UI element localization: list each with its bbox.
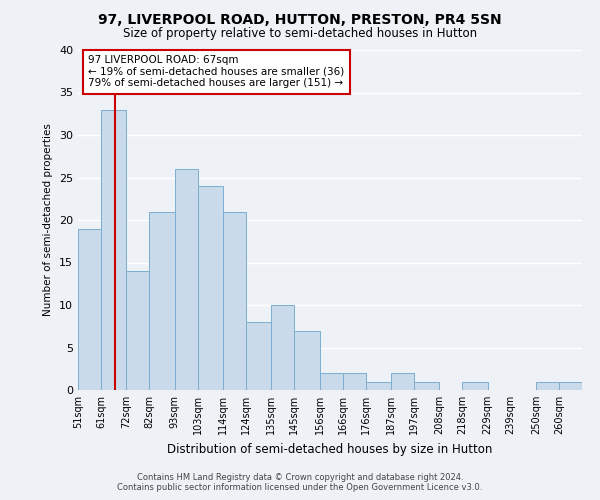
- Bar: [271, 305, 295, 390]
- Y-axis label: Number of semi-detached properties: Number of semi-detached properties: [43, 124, 53, 316]
- Bar: [391, 373, 414, 390]
- Bar: [101, 110, 127, 390]
- X-axis label: Distribution of semi-detached houses by size in Hutton: Distribution of semi-detached houses by …: [167, 442, 493, 456]
- Bar: [223, 212, 246, 390]
- Bar: [175, 169, 197, 390]
- Text: 97 LIVERPOOL ROAD: 67sqm
← 19% of semi-detached houses are smaller (36)
79% of s: 97 LIVERPOOL ROAD: 67sqm ← 19% of semi-d…: [88, 55, 344, 88]
- Bar: [414, 382, 439, 390]
- Bar: [149, 212, 175, 390]
- Text: 97, LIVERPOOL ROAD, HUTTON, PRESTON, PR4 5SN: 97, LIVERPOOL ROAD, HUTTON, PRESTON, PR4…: [98, 12, 502, 26]
- Bar: [536, 382, 559, 390]
- Bar: [127, 271, 149, 390]
- Bar: [320, 373, 343, 390]
- Bar: [295, 330, 320, 390]
- Bar: [463, 382, 488, 390]
- Bar: [559, 382, 582, 390]
- Bar: [197, 186, 223, 390]
- Bar: [246, 322, 271, 390]
- Bar: [78, 228, 101, 390]
- Text: Size of property relative to semi-detached houses in Hutton: Size of property relative to semi-detach…: [123, 28, 477, 40]
- Bar: [343, 373, 365, 390]
- Text: Contains HM Land Registry data © Crown copyright and database right 2024.
Contai: Contains HM Land Registry data © Crown c…: [118, 473, 482, 492]
- Bar: [365, 382, 391, 390]
